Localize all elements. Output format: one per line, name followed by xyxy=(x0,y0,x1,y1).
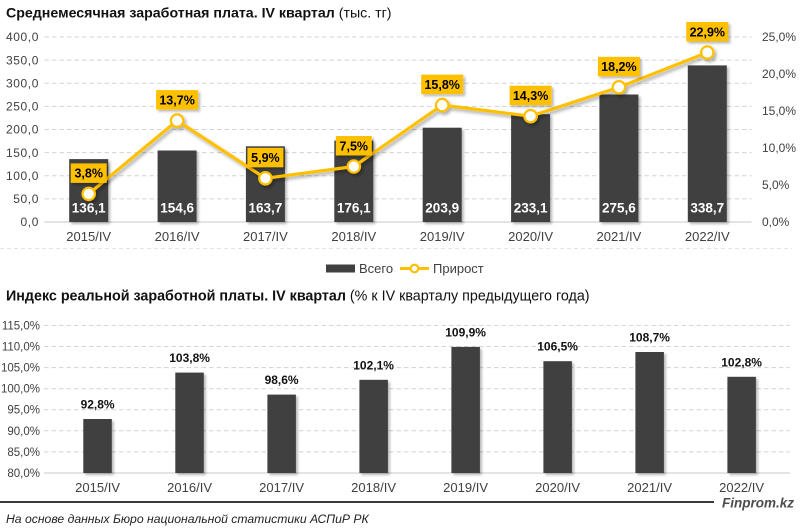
svg-text:Всего: Всего xyxy=(359,261,393,276)
svg-text:Индекс реальной заработной пла: Индекс реальной заработной платы. IV ква… xyxy=(6,289,590,305)
svg-text:102,8%: 102,8% xyxy=(721,355,762,369)
svg-text:102,1%: 102,1% xyxy=(353,358,394,372)
svg-text:103,8%: 103,8% xyxy=(169,351,210,365)
svg-text:95,0%: 95,0% xyxy=(7,405,40,417)
svg-text:154,6: 154,6 xyxy=(160,201,194,216)
svg-text:176,1: 176,1 xyxy=(337,201,371,216)
svg-text:2016/IV: 2016/IV xyxy=(155,229,200,244)
svg-text:7,5%: 7,5% xyxy=(340,139,369,153)
svg-text:0,0%: 0,0% xyxy=(762,215,790,229)
svg-text:90,0%: 90,0% xyxy=(7,426,40,438)
svg-text:350,0: 350,0 xyxy=(6,53,39,67)
svg-text:13,7%: 13,7% xyxy=(159,93,194,107)
svg-text:233,1: 233,1 xyxy=(514,201,548,216)
svg-text:Finprom.kz: Finprom.kz xyxy=(722,496,794,511)
svg-text:110,0%: 110,0% xyxy=(2,342,40,354)
svg-text:85,0%: 85,0% xyxy=(7,447,40,459)
svg-text:5,9%: 5,9% xyxy=(251,151,280,165)
svg-text:2017/IV: 2017/IV xyxy=(243,229,288,244)
svg-text:22,9%: 22,9% xyxy=(690,25,725,39)
svg-text:338,7: 338,7 xyxy=(690,201,724,216)
svg-text:250,0: 250,0 xyxy=(6,100,39,114)
svg-text:14,3%: 14,3% xyxy=(513,89,548,103)
svg-text:На основе данных Бюро национал: На основе данных Бюро национальной стати… xyxy=(6,512,370,526)
svg-text:92,8%: 92,8% xyxy=(81,398,115,412)
svg-text:2018/IV: 2018/IV xyxy=(351,480,396,495)
svg-text:15,0%: 15,0% xyxy=(762,104,796,118)
svg-text:2018/IV: 2018/IV xyxy=(331,229,376,244)
svg-text:25,0%: 25,0% xyxy=(762,30,796,44)
svg-text:2019/IV: 2019/IV xyxy=(420,229,465,244)
svg-text:400,0: 400,0 xyxy=(6,30,39,44)
svg-text:108,7%: 108,7% xyxy=(629,331,670,345)
svg-text:3,8%: 3,8% xyxy=(74,167,103,181)
svg-text:2019/IV: 2019/IV xyxy=(443,480,488,495)
svg-text:2020/IV: 2020/IV xyxy=(535,480,580,495)
svg-text:80,0%: 80,0% xyxy=(7,468,40,480)
svg-text:136,1: 136,1 xyxy=(72,201,106,216)
svg-text:2016/IV: 2016/IV xyxy=(167,480,212,495)
svg-text:0,0: 0,0 xyxy=(21,215,39,229)
svg-text:50,0: 50,0 xyxy=(13,192,39,206)
svg-text:2021/IV: 2021/IV xyxy=(627,480,672,495)
svg-text:2020/IV: 2020/IV xyxy=(508,229,553,244)
svg-text:98,6%: 98,6% xyxy=(265,373,299,387)
svg-text:Прирост: Прирост xyxy=(433,261,484,276)
svg-text:105,0%: 105,0% xyxy=(1,363,40,375)
svg-text:18,2%: 18,2% xyxy=(601,60,636,74)
svg-text:106,5%: 106,5% xyxy=(537,340,578,354)
svg-text:20,0%: 20,0% xyxy=(762,67,796,81)
svg-text:2022/IV: 2022/IV xyxy=(719,480,764,495)
svg-text:300,0: 300,0 xyxy=(6,77,39,91)
svg-text:163,7: 163,7 xyxy=(249,201,283,216)
svg-text:5,0%: 5,0% xyxy=(762,178,790,192)
svg-text:2015/IV: 2015/IV xyxy=(66,229,111,244)
svg-text:150,0: 150,0 xyxy=(6,146,39,160)
svg-text:2022/IV: 2022/IV xyxy=(685,229,730,244)
svg-text:109,9%: 109,9% xyxy=(445,325,486,339)
svg-text:2015/IV: 2015/IV xyxy=(75,480,120,495)
svg-text:200,0: 200,0 xyxy=(6,123,39,137)
svg-text:115,0%: 115,0% xyxy=(2,320,40,332)
svg-text:100,0: 100,0 xyxy=(6,169,39,183)
svg-text:15,8%: 15,8% xyxy=(424,78,459,92)
svg-text:100,0%: 100,0% xyxy=(1,384,40,396)
svg-text:2021/IV: 2021/IV xyxy=(596,229,641,244)
svg-text:203,9: 203,9 xyxy=(425,201,459,216)
svg-text:275,6: 275,6 xyxy=(602,201,636,216)
svg-text:2017/IV: 2017/IV xyxy=(259,480,304,495)
svg-text:Среднемесячная заработная плат: Среднемесячная заработная плата. IV квар… xyxy=(6,6,392,22)
svg-text:10,0%: 10,0% xyxy=(762,141,796,155)
